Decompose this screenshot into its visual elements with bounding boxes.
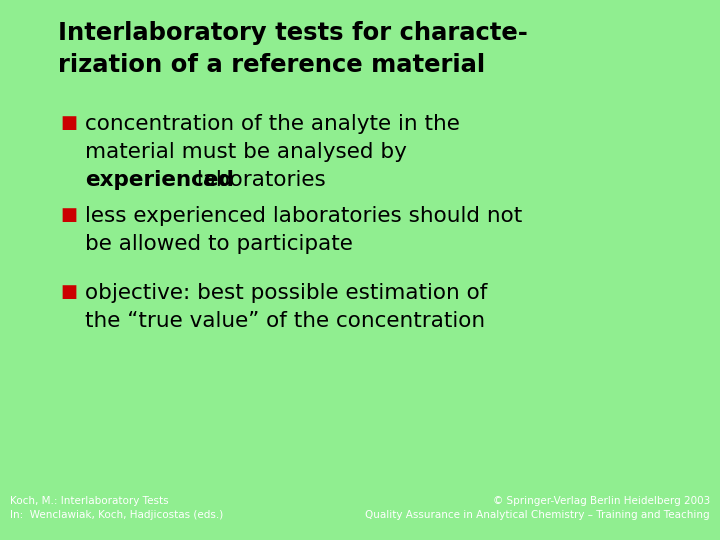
Text: less experienced laboratories should not: less experienced laboratories should not: [85, 206, 522, 226]
Text: laboratories: laboratories: [190, 170, 325, 190]
Text: In:  Wenclawiak, Koch, Hadjicostas (eds.): In: Wenclawiak, Koch, Hadjicostas (eds.): [10, 510, 223, 520]
Text: ■: ■: [60, 206, 77, 224]
Text: Koch, M.: Interlaboratory Tests: Koch, M.: Interlaboratory Tests: [10, 496, 168, 506]
Text: ■: ■: [60, 283, 77, 301]
Text: concentration of the analyte in the: concentration of the analyte in the: [85, 114, 460, 134]
Text: be allowed to participate: be allowed to participate: [85, 234, 353, 254]
Text: ■: ■: [60, 114, 77, 132]
Text: material must be analysed by: material must be analysed by: [85, 141, 407, 161]
Text: experienced: experienced: [85, 170, 234, 190]
Text: © Springer-Verlag Berlin Heidelberg 2003: © Springer-Verlag Berlin Heidelberg 2003: [492, 496, 710, 506]
Text: Interlaboratory tests for characte-: Interlaboratory tests for characte-: [58, 21, 528, 45]
Text: Quality Assurance in Analytical Chemistry – Training and Teaching: Quality Assurance in Analytical Chemistr…: [365, 510, 710, 520]
Text: rization of a reference material: rization of a reference material: [58, 53, 485, 77]
Text: objective: best possible estimation of: objective: best possible estimation of: [85, 283, 487, 303]
Text: the “true value” of the concentration: the “true value” of the concentration: [85, 310, 485, 330]
